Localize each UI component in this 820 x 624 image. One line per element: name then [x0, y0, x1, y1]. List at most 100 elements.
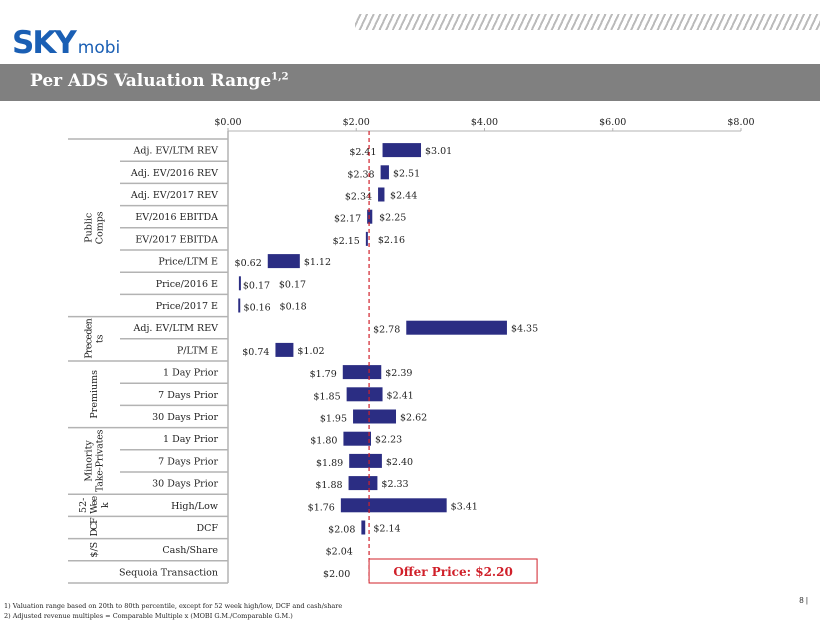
range-bar: [238, 298, 241, 313]
high-value-label: $1.12: [304, 257, 331, 268]
page-number: 8 |: [799, 596, 808, 605]
row-label: 7 Days Prior: [158, 390, 218, 401]
row-label: Adj. EV/2017 REV: [130, 190, 218, 201]
high-value-label: $2.40: [386, 457, 413, 468]
range-bar: [342, 365, 382, 380]
offer-price-label: Offer Price: $2.20: [393, 565, 512, 579]
x-tick-label: $4.00: [471, 117, 498, 128]
row-label: P/LTM E: [177, 345, 218, 356]
high-value-label: $3.01: [425, 146, 452, 157]
row-label: 7 Days Prior: [158, 456, 218, 467]
row-label: High/Low: [171, 501, 218, 512]
high-value-label: $2.33: [381, 479, 408, 490]
low-value-label: $1.88: [315, 480, 342, 491]
low-value-label: $2.17: [334, 214, 361, 225]
row-label: Price/LTM E: [158, 257, 218, 268]
group-label: Precedents: [84, 318, 106, 358]
range-bar: [365, 231, 368, 246]
low-value-label: $1.80: [310, 436, 337, 447]
group-label: 52-Week: [78, 495, 111, 514]
high-value-label: $4.35: [511, 324, 538, 335]
low-value-label: $2.38: [347, 169, 374, 180]
range-bar: [238, 276, 241, 291]
row-label: Adj. EV/2016 REV: [130, 168, 218, 179]
row-label: Adj. EV/LTM REV: [133, 146, 219, 157]
footnote-2: 2) Adjusted revenue multiples = Comparab…: [4, 612, 293, 620]
low-value-label: $2.00: [323, 569, 350, 580]
group-label: MinorityTake-Privates: [84, 429, 106, 492]
row-label: EV/2017 EBITDA: [135, 234, 218, 245]
high-value-label: $3.41: [451, 501, 478, 512]
range-bar: [382, 143, 422, 158]
high-value-label: $2.62: [400, 413, 427, 424]
high-value-label: $2.51: [393, 168, 420, 179]
low-value-label: $0.62: [235, 258, 262, 269]
low-value-label: $2.15: [333, 236, 360, 247]
row-label: Price/2016 E: [156, 279, 218, 290]
high-value-label: $1.02: [297, 346, 324, 357]
range-bar: [353, 409, 397, 424]
row-label: Adj. EV/LTM REV: [133, 323, 219, 334]
row-label: DCF: [197, 523, 219, 534]
offer-price-box: [368, 558, 538, 584]
high-value-label: $2.16: [378, 235, 405, 246]
group-label: DCF: [89, 517, 100, 536]
range-bar: [346, 387, 383, 402]
low-value-label: $2.08: [328, 525, 355, 536]
high-value-label: $2.14: [373, 524, 400, 535]
group-label: PublicComps: [84, 211, 106, 244]
logo-main: SKY: [12, 25, 77, 61]
company-logo: SKY mobi: [12, 26, 120, 60]
footnote-1: 1) Valuation range based on 20th to 80th…: [4, 602, 343, 610]
logo-sub: mobi: [77, 38, 121, 58]
low-value-label: $2.41: [349, 147, 376, 158]
decorative-hatch: [355, 14, 820, 30]
row-label: 30 Days Prior: [152, 412, 218, 423]
low-value-label: $1.95: [320, 414, 347, 425]
row-label: EV/2016 EBITDA: [135, 212, 218, 223]
range-bar: [348, 476, 378, 491]
low-value-label: $0.17: [243, 280, 270, 291]
low-value-label: $2.78: [373, 325, 400, 336]
range-bar: [380, 165, 389, 180]
low-value-label: $1.79: [310, 369, 337, 380]
x-tick-label: $6.00: [599, 117, 626, 128]
row-label: 1 Day Prior: [163, 434, 218, 445]
high-value-label: $0.17: [279, 279, 306, 290]
x-tick-label: $2.00: [343, 117, 370, 128]
low-value-label: $2.34: [345, 192, 372, 203]
row-label: 1 Day Prior: [163, 368, 218, 379]
high-value-label: $2.23: [375, 435, 402, 446]
high-value-label: $2.41: [387, 390, 414, 401]
high-value-label: $0.18: [280, 302, 307, 313]
high-value-label: $2.44: [390, 191, 417, 202]
row-label: Sequoia Transaction: [119, 567, 218, 578]
range-bar: [267, 254, 300, 269]
page-title-text: Per ADS Valuation Range: [30, 71, 272, 91]
range-bar: [343, 431, 371, 446]
group-label: Premiums: [89, 370, 100, 419]
low-value-label: $1.76: [308, 502, 335, 513]
x-tick-label: $8.00: [727, 117, 754, 128]
range-bar: [378, 187, 385, 202]
range-bar: [406, 320, 507, 335]
row-label: Cash/Share: [162, 545, 218, 556]
range-bar: [367, 209, 373, 224]
high-value-label: $2.25: [379, 213, 406, 224]
row-label: 30 Days Prior: [152, 479, 218, 490]
low-value-label: $1.89: [316, 458, 343, 469]
page-title: Per ADS Valuation Range1,2: [30, 71, 289, 91]
group-label: $/S: [89, 542, 100, 558]
low-value-label: $0.74: [242, 347, 269, 358]
range-bar: [275, 342, 294, 357]
x-tick-label: $0.00: [214, 117, 241, 128]
title-bar: Per ADS Valuation Range1,2: [0, 64, 820, 101]
range-bar: [349, 453, 382, 468]
high-value-label: $2.39: [385, 368, 412, 379]
low-value-label: $1.85: [313, 391, 340, 402]
row-label: Price/2017 E: [156, 301, 218, 312]
low-value-label: $0.16: [244, 303, 271, 314]
range-bar: [340, 498, 447, 513]
range-bar: [361, 520, 366, 535]
